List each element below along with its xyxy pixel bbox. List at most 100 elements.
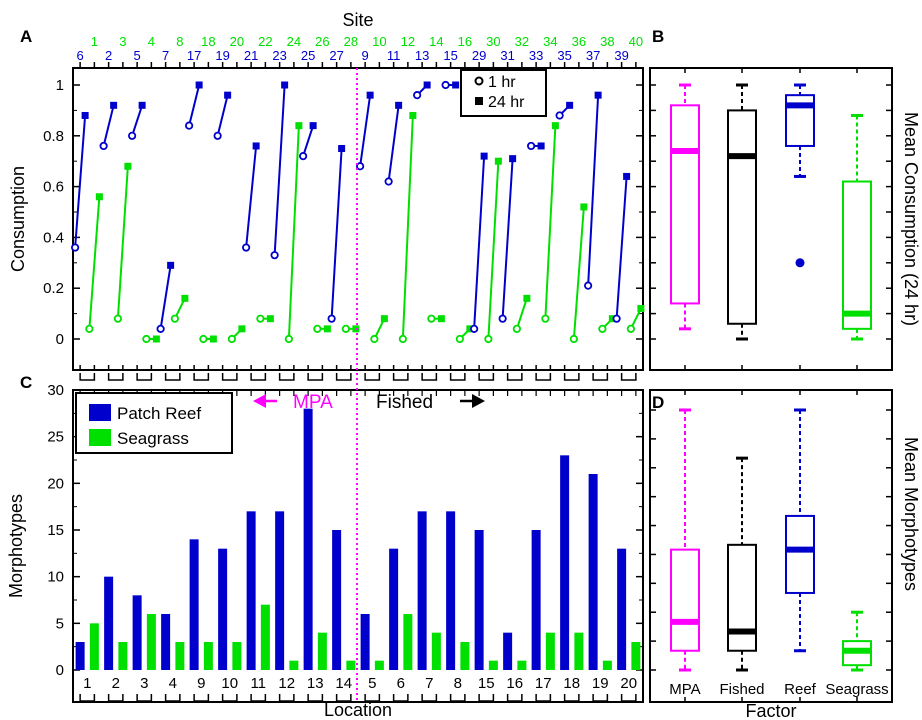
panel-d-factor-label-reef: Reef	[784, 681, 817, 698]
panel-d-box-mpa	[670, 408, 700, 672]
site-36-label: 36	[572, 34, 586, 49]
site-3-line	[116, 166, 129, 319]
panel-c-pair-bracket	[506, 694, 523, 702]
panel-a-y-label: Consumption	[8, 166, 28, 272]
legend-c-seagrass-swatch	[89, 429, 111, 446]
bar-seagrass-location-15	[488, 660, 498, 670]
bar-patch-reef-location-13	[303, 408, 313, 670]
site-20-series	[227, 325, 246, 344]
site-6-line	[74, 115, 87, 248]
panel-c-pair-bracket	[335, 694, 352, 702]
site-3-series	[113, 162, 132, 323]
panel-b-iqr-box-fished	[727, 109, 757, 325]
site-2-line	[102, 105, 115, 147]
panel-a-pair-bracket	[107, 373, 124, 381]
site-31-series	[498, 155, 517, 323]
panel-a-y-tick-label: 0.2	[43, 280, 64, 297]
site-4-1hr-point	[142, 334, 151, 344]
site-40-24hr-point	[637, 305, 645, 313]
site-40-series	[626, 305, 645, 333]
site-13-label: 13	[415, 48, 429, 63]
bar-patch-reef-location-5	[360, 614, 370, 670]
site-21-24hr-point	[252, 142, 260, 150]
fished-annotation: Fished	[376, 392, 485, 413]
site-26-series	[313, 324, 331, 333]
site-30-line	[487, 161, 500, 340]
site-18-series	[199, 334, 217, 344]
panel-d-iqr-box-reef	[785, 514, 815, 594]
site-30-1hr-point	[484, 334, 493, 344]
legend-a-24hr-label: 24 hr	[488, 94, 525, 111]
panel-d-label: D	[652, 393, 664, 412]
site-7-1hr-point	[156, 324, 165, 333]
panel-c-y-tick-label: 30	[47, 382, 64, 399]
panel-a-pair-bracket	[392, 373, 409, 381]
panel-c-bars	[75, 408, 641, 670]
site-34-line	[544, 125, 557, 319]
site-38-label: 38	[600, 34, 614, 49]
site-36-series	[569, 203, 588, 344]
panel-b-box-reef	[785, 83, 815, 268]
panel-b-consumption-boxplot: B Mean Consumption (24 hr)	[649, 27, 921, 371]
site-16-series	[455, 325, 474, 344]
panel-a-consumption-chart: A Site Consumption 00.20.40.60.816123547…	[8, 10, 645, 381]
panel-a-pair-bracket	[620, 373, 637, 381]
site-12-series	[398, 111, 417, 344]
site-37-series	[584, 91, 602, 290]
site-16-label: 16	[458, 34, 472, 49]
site-20-24hr-point	[238, 325, 246, 333]
panel-b-outlier-reef	[795, 258, 805, 268]
site-32-label: 32	[515, 34, 529, 49]
panel-c-pair-bracket	[193, 694, 210, 702]
site-6-label: 6	[77, 48, 84, 63]
panel-c-x-tick-label: 19	[592, 675, 609, 692]
panel-c-pair-bracket	[478, 694, 495, 702]
site-9-line	[359, 95, 372, 167]
site-5-line	[131, 105, 144, 137]
site-1-24hr-point	[95, 193, 103, 201]
panel-d-box-reef	[785, 408, 815, 653]
panel-c-x-tick-label: 10	[221, 675, 238, 692]
site-38-1hr-point	[598, 324, 607, 333]
site-9-label: 9	[362, 48, 369, 63]
site-32-24hr-point	[523, 294, 531, 302]
site-26-24hr-point	[323, 325, 331, 333]
site-14-1hr-point	[427, 314, 436, 323]
panel-c-y-tick-label: 5	[56, 615, 64, 632]
site-15-24hr-point	[452, 81, 460, 89]
site-36-line	[572, 206, 585, 340]
site-35-1hr-point	[555, 111, 564, 120]
site-38-series	[598, 315, 616, 333]
site-5-24hr-point	[138, 101, 146, 109]
panel-c-x-tick-label: 1	[83, 675, 91, 692]
site-12-24hr-point	[409, 111, 417, 119]
site-17-label: 17	[187, 48, 201, 63]
site-35-label: 35	[557, 48, 571, 63]
site-2-1hr-point	[99, 141, 108, 151]
panel-a-pair-bracket	[79, 373, 96, 381]
panel-c-pair-bracket	[392, 694, 409, 702]
site-32-line	[515, 298, 528, 330]
panel-b-boxes	[650, 68, 892, 370]
site-10-series	[370, 315, 388, 344]
panel-a-pair-bracket	[478, 373, 495, 381]
bar-patch-reef-location-10	[218, 548, 228, 670]
site-11-line	[387, 105, 400, 182]
site-36-1hr-point	[569, 334, 578, 344]
panel-a-pair-bracket	[164, 373, 181, 381]
site-39-line	[615, 176, 628, 319]
panel-a-pair-bracket	[250, 373, 267, 381]
site-29-label: 29	[472, 48, 486, 63]
panel-b-iqr-box-mpa	[670, 104, 700, 305]
site-40-label: 40	[629, 34, 643, 49]
site-34-label: 34	[543, 34, 557, 49]
site-9-24hr-point	[366, 91, 374, 99]
panel-d-factor-label-mpa: MPA	[669, 681, 700, 698]
site-26-1hr-point	[313, 324, 322, 333]
site-27-line	[330, 148, 343, 319]
mpa-arrow-icon	[253, 394, 266, 408]
site-25-line	[302, 125, 315, 157]
site-31-line	[501, 158, 514, 319]
site-28-24hr-point	[352, 325, 360, 333]
panel-a-legend: 1 hr 24 hr	[460, 69, 547, 117]
